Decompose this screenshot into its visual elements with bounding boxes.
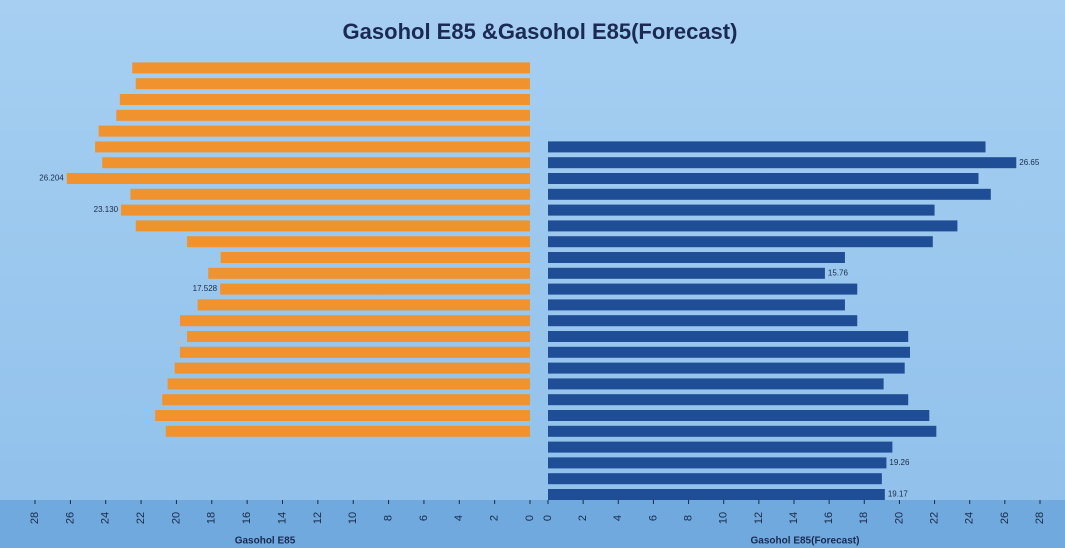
x-tick-label: 28 (29, 512, 41, 524)
x-tick-label: 8 (382, 515, 394, 521)
bar (548, 188, 991, 200)
bar (162, 394, 531, 406)
bar (548, 299, 845, 311)
x2-tick-label: 22 (928, 512, 940, 524)
x2-tick-label: 10 (718, 512, 730, 524)
value-label: 26.204 (39, 174, 64, 183)
x-tick-label: 2 (489, 515, 501, 521)
bar (548, 141, 986, 153)
x2-tick-label: 6 (647, 515, 659, 521)
bar (132, 62, 530, 74)
bar (165, 425, 531, 437)
bar (102, 157, 530, 169)
bar (548, 204, 935, 216)
bar (174, 362, 531, 374)
bar (187, 236, 531, 248)
x-tick-label: 6 (418, 515, 430, 521)
x2-tick-label: 4 (612, 515, 624, 521)
x2-tick-label: 20 (893, 512, 905, 524)
x2-tick-label: 16 (823, 512, 835, 524)
x2-tick-label: 28 (1034, 512, 1046, 524)
bar (197, 299, 530, 311)
bar (121, 204, 531, 216)
axis-band (0, 500, 1065, 548)
x-tick-label: 24 (100, 512, 112, 524)
bar (220, 283, 530, 295)
bar (208, 267, 530, 279)
bar (548, 283, 858, 295)
bar (179, 315, 530, 327)
x-tick-label: 4 (453, 515, 465, 521)
bar (548, 346, 910, 358)
x-tick-label: 20 (170, 512, 182, 524)
bar (116, 109, 531, 121)
bar (548, 362, 905, 374)
x2-tick-label: 8 (682, 515, 694, 521)
value-label: 19.17 (888, 490, 909, 499)
x2-tick-label: 14 (788, 512, 800, 524)
x-tick-label: 12 (312, 512, 324, 524)
bar (66, 173, 530, 184)
bar (155, 410, 530, 421)
x2-tick-label: 18 (858, 512, 870, 524)
x2-tick-label: 0 (542, 515, 554, 521)
value-label: 15.76 (828, 268, 849, 277)
x-tick-label: 14 (276, 512, 288, 524)
bar (119, 94, 530, 105)
bar (135, 220, 530, 232)
x-tick-label: 26 (64, 512, 76, 524)
bar (548, 267, 825, 279)
bar (167, 378, 530, 390)
bar (548, 425, 937, 437)
x-tick-label: 0 (524, 515, 536, 521)
bar (548, 489, 885, 500)
bar (548, 441, 893, 453)
value-label: 19.26 (889, 458, 910, 467)
bar (548, 473, 882, 485)
x-tick-label: 16 (241, 512, 253, 524)
bar (548, 252, 845, 263)
bar (95, 141, 530, 153)
x2-axis-title: Gasohol E85(Forecast) (751, 536, 860, 547)
bar (548, 173, 979, 184)
value-label: 23.130 (94, 205, 119, 214)
bar (548, 157, 1017, 169)
bar (548, 315, 858, 327)
value-label: 17.528 (193, 284, 218, 293)
value-label: 26.65 (1019, 158, 1040, 167)
bar (548, 394, 909, 406)
x-tick-label: 18 (206, 512, 218, 524)
x-tick-label: 10 (347, 512, 359, 524)
chart-title: Gasohol E85 &Gasohol E85(Forecast) (343, 19, 738, 44)
x-axis-title: Gasohol E85 (235, 536, 296, 547)
bar (135, 78, 530, 90)
bar (548, 220, 958, 232)
x2-tick-label: 12 (753, 512, 765, 524)
x2-tick-label: 26 (999, 512, 1011, 524)
bar (548, 331, 909, 342)
bar (98, 125, 531, 137)
bar (548, 378, 884, 390)
x2-tick-label: 24 (964, 512, 976, 524)
bar (220, 252, 530, 263)
bar (548, 410, 930, 421)
bar (548, 236, 933, 248)
bar (187, 331, 531, 342)
x2-tick-label: 2 (577, 515, 589, 521)
bar (548, 457, 887, 469)
bar (130, 188, 530, 200)
bar (179, 346, 530, 358)
x-tick-label: 22 (135, 512, 147, 524)
